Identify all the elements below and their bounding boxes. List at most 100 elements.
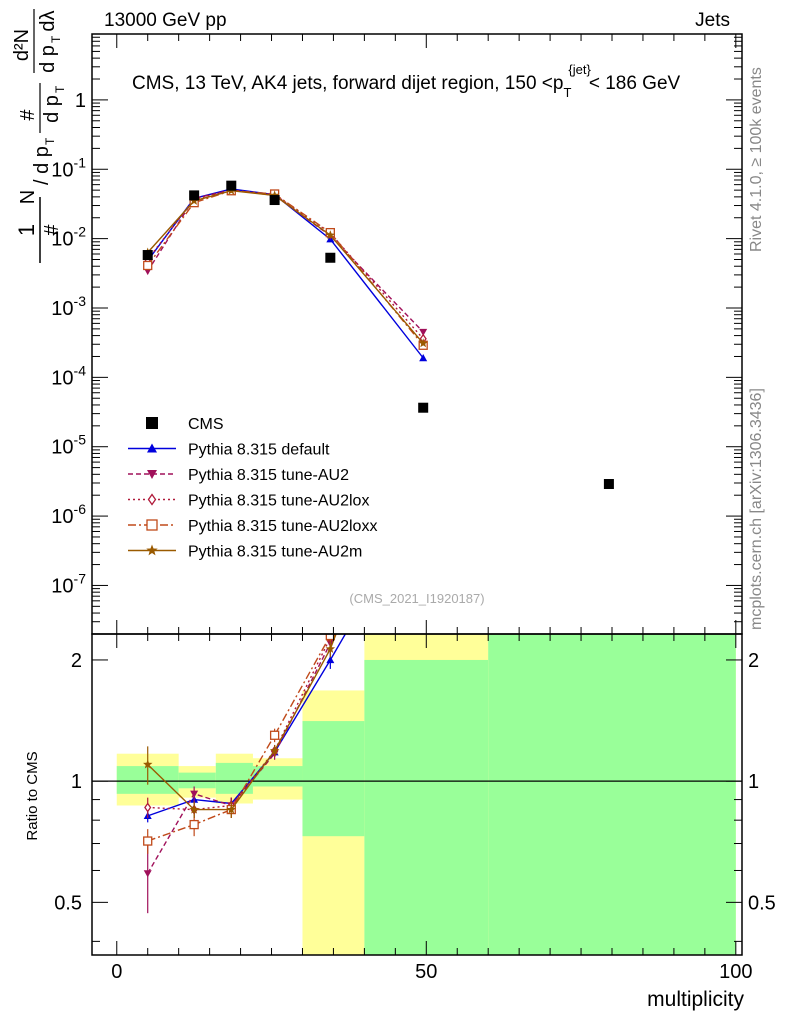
series-point-3-0	[143, 260, 153, 271]
svg-text:/ d p: / d p	[31, 146, 53, 185]
cms-point-5	[418, 402, 429, 413]
ratio-tick-label-left-1: 1	[71, 771, 82, 793]
svg-text:T: T	[53, 85, 67, 93]
series-point-0-5	[419, 354, 428, 362]
cms-point-2	[226, 180, 237, 191]
y-tick-label-base-2: 10	[51, 229, 73, 251]
y-tick-label-base-5: 10	[51, 437, 73, 459]
legend-label-4: Pythia 8.315 tune-AU2m	[188, 544, 362, 561]
reference-label: (CMS_2021_I1920187)	[349, 591, 484, 606]
legend-label-1: Pythia 8.315 tune-AU2	[188, 467, 349, 484]
ratio-band-green-4	[302, 721, 365, 837]
series-point-4-3	[269, 190, 280, 200]
cms-point-0	[142, 250, 153, 261]
ratio-tick-label-right-1: 1	[748, 771, 759, 793]
ratio-point-3-3	[269, 730, 280, 740]
x-tick-label-1: 50	[415, 961, 437, 983]
legend-marker-1	[147, 470, 157, 479]
chart-title-end: < 186 GeV	[589, 73, 681, 94]
y-tick-label-0: 1	[75, 90, 86, 112]
ratio-band-green-5	[364, 659, 489, 955]
ratio-tick-label-right-0: 0.5	[748, 892, 776, 914]
svg-text:d p: d p	[41, 95, 63, 123]
ratio-band-green-6	[488, 634, 736, 955]
chart-title-sub: T	[563, 85, 571, 100]
y-tick-label-1: 10-1	[51, 154, 86, 181]
chart-title-sup: {jet}	[568, 62, 591, 77]
series-point-4-4	[325, 230, 336, 240]
ratio-point-1-0	[143, 870, 152, 878]
ratio-band-green-1	[178, 772, 216, 789]
series-line-0	[147, 188, 424, 359]
ratio-point-4-3	[269, 745, 280, 755]
y-tick-label-exp-1: -1	[74, 154, 87, 170]
svg-text:T: T	[49, 35, 63, 43]
series-top-3	[143, 186, 428, 350]
ratio-point-3-0	[143, 836, 153, 846]
chart-title: CMS, 13 TeV, AK4 jets, forward dijet reg…	[132, 62, 681, 100]
ratio-uncertainty-bands	[116, 634, 736, 955]
svg-text:T: T	[43, 137, 57, 145]
legend-marker-2	[147, 493, 157, 506]
legend-label-cms: CMS	[188, 416, 224, 433]
y-tick-label-base-6: 10	[51, 506, 73, 528]
legend-marker-cms	[146, 417, 158, 429]
legend-marker-3	[146, 519, 158, 531]
ratio-line-3	[147, 634, 332, 842]
legend: CMS Pythia 8.315 default Pythia 8.315 tune…	[128, 416, 377, 561]
y-tick-label-exp-6: -6	[74, 501, 87, 517]
svg-text:dλ: dλ	[37, 10, 59, 31]
series-point-4-1	[189, 195, 199, 205]
mc-series	[143, 184, 428, 914]
ratio-point-4-1	[189, 804, 199, 814]
legend-label-3: Pythia 8.315 tune-AU2loxx	[188, 518, 377, 535]
y-tick-label-3: 10-3	[51, 293, 86, 320]
svg-text:d p: d p	[37, 45, 59, 73]
ratio-point-1-1	[190, 790, 199, 798]
svg-text:N: N	[17, 190, 39, 204]
ratio-point-0-5	[419, 496, 427, 503]
series-line-3	[147, 189, 424, 346]
ratio-point-4-2	[226, 804, 236, 814]
svg-text:1: 1	[14, 224, 39, 236]
series-point-4-5	[418, 338, 428, 348]
chart-title-main: CMS, 13 TeV, AK4 jets, forward dijet reg…	[132, 73, 563, 94]
ratio-point-4-4	[325, 643, 336, 653]
svg-text:d²N: d²N	[11, 29, 33, 61]
ratio-tick-label-left-0: 0.5	[54, 892, 82, 914]
ratio-line-4	[147, 634, 337, 811]
ratio-tick-label-right-2: 2	[748, 650, 759, 672]
series-ratio-4	[143, 634, 337, 818]
legend-marker-4	[146, 544, 158, 556]
ratio-point-2-5	[420, 375, 426, 383]
series-top-4	[143, 185, 428, 348]
ratio-y-axis-label: Ratio to CMS	[24, 751, 41, 840]
header-right: Jets	[695, 10, 730, 31]
y-tick-label-exp-3: -3	[74, 293, 87, 309]
y-tick-label-exp-2: -2	[74, 224, 87, 240]
ratio-point-4-0	[143, 759, 153, 769]
series-line-1	[147, 189, 424, 333]
x-axis-label: multiplicity	[647, 988, 744, 1011]
y-axis-label: 1 # N / d p T # d p T d²N d p T dλ	[11, 9, 67, 263]
cms-point-3	[269, 195, 280, 206]
ratio-tick-label-left-2: 2	[71, 650, 82, 672]
series-top-0	[143, 184, 428, 362]
y-tick-label-base-1: 10	[51, 159, 73, 181]
y-tick-label-2: 10-2	[51, 224, 86, 251]
legend-marker-0	[147, 443, 157, 453]
mcplots-label: mcplots.cern.ch [arXiv:1306.3436]	[748, 388, 765, 630]
y-tick-label-5: 10-5	[51, 432, 86, 459]
cms-data-points	[142, 180, 614, 490]
y-tick-label-base-4: 10	[51, 367, 73, 389]
y-tick-label-base-3: 10	[51, 298, 73, 320]
legend-label-0: Pythia 8.315 default	[188, 442, 330, 459]
y-tick-label-base-0: 1	[75, 90, 86, 112]
legend-label-2: Pythia 8.315 tune-AU2lox	[188, 493, 369, 510]
ratio-frame	[91, 633, 743, 956]
series-line-4	[147, 189, 424, 344]
axes-frames	[91, 33, 743, 956]
x-tick-label-2: 100	[719, 961, 752, 983]
